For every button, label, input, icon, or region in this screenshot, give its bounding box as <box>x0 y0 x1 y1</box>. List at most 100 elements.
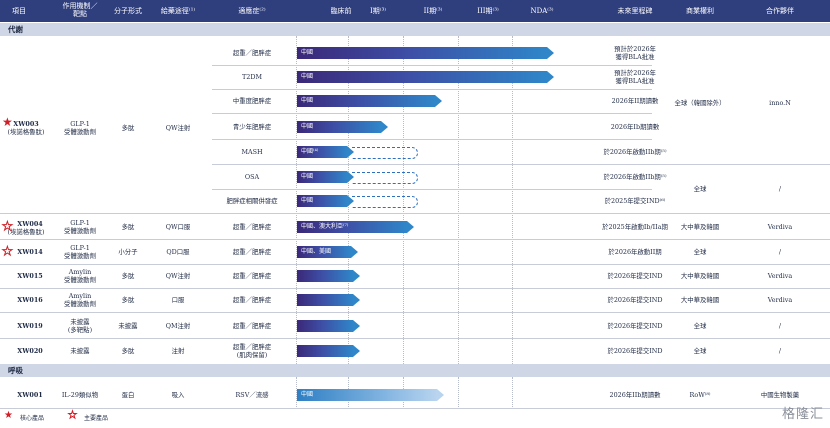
mechanism: GLP-1 受體激動劑 <box>64 244 96 260</box>
milestone: 於2026年啟動IIb期⁽⁵⁾ <box>603 173 667 181</box>
mechanism: IL-29類似物 <box>61 391 99 399</box>
phase-separator <box>403 36 404 364</box>
phase-separator <box>458 377 459 407</box>
partner: inno.N <box>769 99 791 107</box>
milestone: 預計於2026年 獲得BLA批准 <box>614 69 656 85</box>
row-divider <box>212 113 652 114</box>
molecule: 小分子 <box>118 248 138 256</box>
product-name: XW015 <box>17 272 43 280</box>
bar-label: 中國⁽⁴⁾ <box>301 148 319 155</box>
milestone: 2026年Ib期讀數 <box>610 123 660 131</box>
bar-label: 中國 <box>301 391 314 398</box>
route: QW注射 <box>165 124 191 132</box>
header-phase2: II期⁽³⁾ <box>423 7 443 15</box>
rights: RoW⁽⁸⁾ <box>689 391 711 399</box>
partner: Verdiva <box>767 296 793 304</box>
milestone: 2026年II期讀數 <box>611 97 659 105</box>
route: QD口服 <box>166 248 190 256</box>
bar-body <box>297 95 435 107</box>
legend-core-label: 核心產品 <box>20 415 45 422</box>
partner: 中國生物製藥 <box>760 391 800 399</box>
route: 口服 <box>171 296 185 304</box>
indication: MASH <box>241 148 263 156</box>
product-name: XW019 <box>17 322 43 330</box>
row-divider <box>0 338 830 339</box>
header-milestone: 未來里程碑 <box>617 7 653 15</box>
row-divider <box>0 264 830 265</box>
partner: / <box>778 322 782 330</box>
molecule: 多肽 <box>121 223 135 231</box>
bar-label: 中國 <box>301 173 314 180</box>
phase-separator <box>512 377 513 407</box>
indication: 超重／肥胖症 <box>232 49 272 57</box>
header-partner: 合作夥伴 <box>766 7 794 15</box>
bar-body <box>297 47 547 59</box>
section-label-metabolic: 代謝 <box>8 25 23 34</box>
legend-key-star-icon: ★ <box>68 410 78 422</box>
bar-arrow <box>437 389 444 401</box>
row-divider <box>212 164 652 165</box>
header-bar: 項目 作用機制／ 靶點 分子形式 給藥途徑⁽¹⁾ 適應症⁽²⁾ 臨床前 I期⁽³⁾ II期⁽³⁾… <box>0 0 830 22</box>
molecule: 多肽 <box>121 296 135 304</box>
indication: 超重／肥胖症 <box>232 296 272 304</box>
route: 吸入 <box>171 391 185 399</box>
milestone: 於2026年提交IND <box>607 322 663 330</box>
partner: / <box>778 185 782 193</box>
bar-label: 中國 <box>301 49 314 56</box>
row-divider <box>0 288 830 289</box>
pipeline-bar <box>297 320 360 332</box>
bar-arrow <box>347 171 354 183</box>
rights: 大中華及韓國 <box>680 296 720 304</box>
bar-arrow <box>353 270 360 282</box>
row-divider <box>212 189 652 190</box>
bar-body <box>297 121 381 133</box>
indication: OSA <box>244 173 260 181</box>
bar-body <box>297 320 353 332</box>
milestone: 於2026年啟動II期 <box>608 248 662 256</box>
mechanism: GLP-1 受體激動劑 <box>64 219 96 235</box>
header-indication: 適應症⁽²⁾ <box>238 7 266 15</box>
indication: 中重度肥胖症 <box>232 97 272 105</box>
bar-arrow <box>353 294 360 306</box>
rights: 大中華及韓國 <box>680 272 720 280</box>
product-name: XW003 <box>13 120 39 128</box>
milestone: 於2026年啟動IIb期⁽⁵⁾ <box>603 148 667 156</box>
indication: 超重／肥胖症 <box>232 322 272 330</box>
bar-body <box>297 195 347 207</box>
bar-arrow <box>547 71 554 83</box>
indication: 超重／肥胖症 (肌肉保留) <box>232 343 272 359</box>
bar-body <box>297 71 547 83</box>
row-divider <box>212 89 652 90</box>
indication: 超重／肥胖症 <box>232 272 272 280</box>
phase-separator <box>512 36 513 364</box>
pipeline-bar <box>297 270 360 282</box>
bar-label: 中國 <box>301 123 314 130</box>
milestone: 於2026年提交IND <box>607 347 663 355</box>
section-bar-respiratory: 呼吸 <box>0 364 830 377</box>
molecule: 多肽 <box>121 124 135 132</box>
phase-separator <box>296 36 297 364</box>
mechanism: 未披露 (多靶點) <box>67 318 93 334</box>
mechanism: Amylin 受體激動劑 <box>64 268 96 284</box>
legend-core-star-icon: ★ <box>4 410 13 421</box>
header-phase1: I期⁽³⁾ <box>369 7 386 15</box>
bar-arrow <box>435 95 442 107</box>
bar-arrow <box>381 121 388 133</box>
header-preclinical: 臨床前 <box>330 7 352 15</box>
bar-body <box>297 146 347 158</box>
bar-arrow <box>407 221 414 233</box>
bar-body <box>297 389 437 401</box>
bar-body <box>297 171 347 183</box>
molecule: 蛋白 <box>121 391 135 399</box>
phase-separator <box>296 377 297 407</box>
product-name: XW004 <box>17 220 43 228</box>
bar-label: 中國 <box>301 197 314 204</box>
milestone: 2026年IIb期讀數 <box>609 391 661 399</box>
partner: / <box>778 248 782 256</box>
partner: Verdiva <box>767 272 793 280</box>
pipeline-bar <box>297 294 360 306</box>
indication: 肥胖症相關併發症 <box>226 197 278 205</box>
bar-arrow <box>547 47 554 59</box>
pipeline-bar: 中國⁽⁴⁾ <box>297 146 354 158</box>
pipeline-bar: 中國 <box>297 47 554 59</box>
